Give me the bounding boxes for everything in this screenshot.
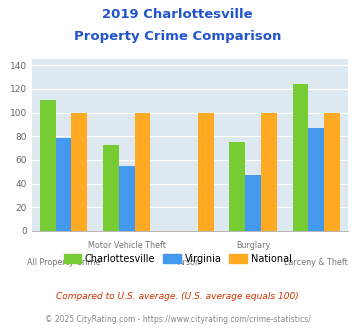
Text: Larceny & Theft: Larceny & Theft [284, 258, 348, 267]
Bar [261, 113, 277, 231]
Bar [40, 100, 56, 231]
Text: Property Crime Comparison: Property Crime Comparison [74, 30, 281, 43]
Bar [119, 166, 135, 231]
Bar [103, 145, 119, 231]
Bar [229, 142, 245, 231]
Text: © 2025 CityRating.com - https://www.cityrating.com/crime-statistics/: © 2025 CityRating.com - https://www.city… [45, 315, 310, 324]
Text: All Property Crime: All Property Crime [27, 258, 100, 267]
Text: 2019 Charlottesville: 2019 Charlottesville [102, 8, 253, 21]
Bar [324, 113, 340, 231]
Text: Arson: Arson [179, 258, 201, 267]
Bar [71, 113, 87, 231]
Text: Compared to U.S. average. (U.S. average equals 100): Compared to U.S. average. (U.S. average … [56, 292, 299, 301]
Bar [135, 113, 151, 231]
Bar [293, 84, 308, 231]
Text: Burglary: Burglary [236, 241, 270, 250]
Bar [56, 138, 71, 231]
Bar [245, 175, 261, 231]
Text: Motor Vehicle Theft: Motor Vehicle Theft [88, 241, 166, 250]
Legend: Charlottesville, Virginia, National: Charlottesville, Virginia, National [60, 249, 295, 267]
Bar [198, 113, 214, 231]
Bar [308, 128, 324, 231]
